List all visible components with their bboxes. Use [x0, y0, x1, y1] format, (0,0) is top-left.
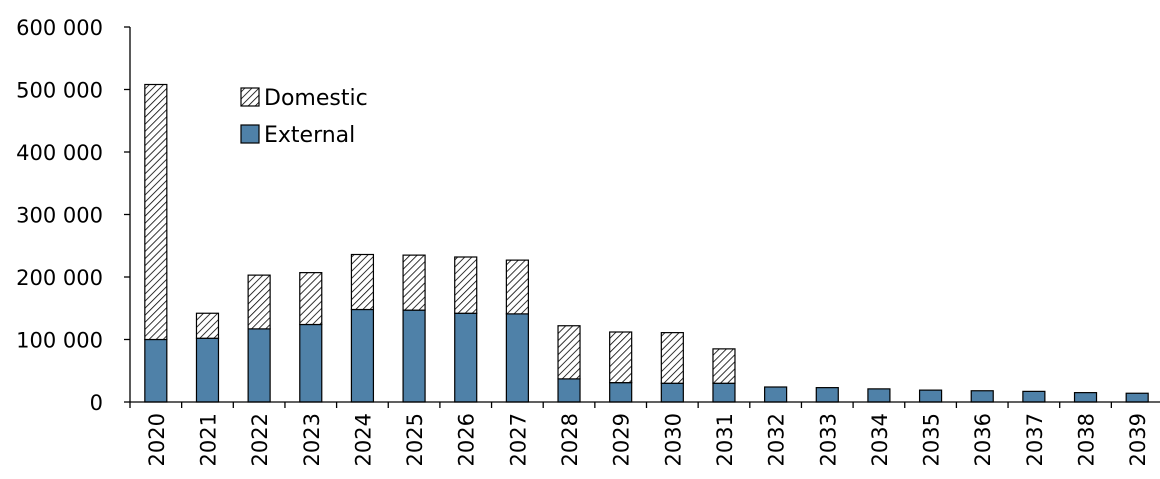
y-tick-label: 500 000: [16, 79, 103, 103]
bar-external: [1125, 392, 1149, 403]
bar-external: [712, 382, 736, 403]
legend: Domestic External: [240, 86, 368, 148]
bar-external: [918, 389, 943, 403]
bar-external: [609, 382, 633, 403]
x-tick-label: 2033: [816, 413, 840, 466]
bar-external: [1022, 390, 1046, 403]
bar-external: [867, 388, 891, 403]
x-tick-label: 2032: [765, 413, 789, 466]
bar-domestic: [454, 256, 478, 314]
bar-domestic: [247, 274, 271, 330]
bar-domestic: [712, 348, 736, 384]
legend-swatch-domestic: [240, 87, 260, 107]
bar-external: [764, 386, 788, 403]
x-tick-label: 2039: [1126, 413, 1150, 466]
bar-external: [970, 390, 994, 403]
bar-domestic: [195, 312, 220, 339]
legend-label: Domestic: [264, 86, 368, 111]
x-tick-label: 2031: [713, 413, 737, 466]
legend-label: External: [264, 123, 355, 148]
x-tick-label: 2022: [248, 413, 272, 466]
bar-domestic: [299, 272, 323, 326]
bar-domestic: [402, 254, 426, 311]
bar-external: [815, 387, 839, 403]
bar-external: [505, 313, 529, 403]
bar-external: [299, 323, 323, 403]
bar-external: [144, 338, 168, 403]
bar-domestic: [660, 332, 684, 384]
bar-domestic: [144, 83, 168, 341]
y-tick-label: 400 000: [16, 141, 103, 165]
y-tick-label: 0: [90, 391, 103, 415]
x-tick-label: 2035: [920, 413, 944, 466]
bar-domestic: [505, 259, 529, 315]
bar-external: [350, 308, 375, 403]
bar-external: [1073, 392, 1098, 403]
x-tick-label: 2021: [196, 413, 220, 466]
x-tick-label: 2023: [300, 413, 324, 466]
bar-external: [402, 309, 426, 403]
x-tick-label: 2034: [868, 413, 892, 466]
x-tick-label: 2029: [610, 413, 634, 466]
y-tick-label: 300 000: [16, 204, 103, 228]
bar-external: [454, 312, 478, 403]
x-axis: 2020 2021 2022 2023 2024 2025 2026 2027 2028 2029…: [129, 401, 1160, 466]
x-tick-label: 2025: [403, 413, 427, 466]
y-tick-label: 100 000: [16, 329, 103, 353]
bar-external: [557, 378, 581, 403]
x-tick-label: 2027: [506, 413, 530, 466]
bar-domestic: [350, 253, 375, 311]
bar-external: [195, 337, 220, 403]
x-tick-label: 2026: [455, 413, 479, 466]
bar-domestic: [609, 331, 633, 384]
x-tick-label: 2020: [145, 413, 169, 466]
y-axis: 0 100 000 200 000 300 000 400 000 500 000 600 …: [16, 16, 131, 415]
x-tick-label: 2028: [558, 413, 582, 466]
legend-swatch-external: [240, 124, 260, 144]
x-tick-label: 2037: [1023, 413, 1047, 466]
x-tick-label: 2036: [971, 413, 995, 466]
y-tick-label: 200 000: [16, 266, 103, 290]
x-tick-label: 2038: [1075, 413, 1099, 466]
bar-external: [660, 382, 684, 403]
y-tick-label: 600 000: [16, 16, 103, 40]
x-tick-label: 2024: [351, 413, 375, 466]
x-tick-label: 2030: [661, 413, 685, 466]
bar-domestic: [557, 325, 581, 380]
bar-external: [247, 328, 271, 403]
